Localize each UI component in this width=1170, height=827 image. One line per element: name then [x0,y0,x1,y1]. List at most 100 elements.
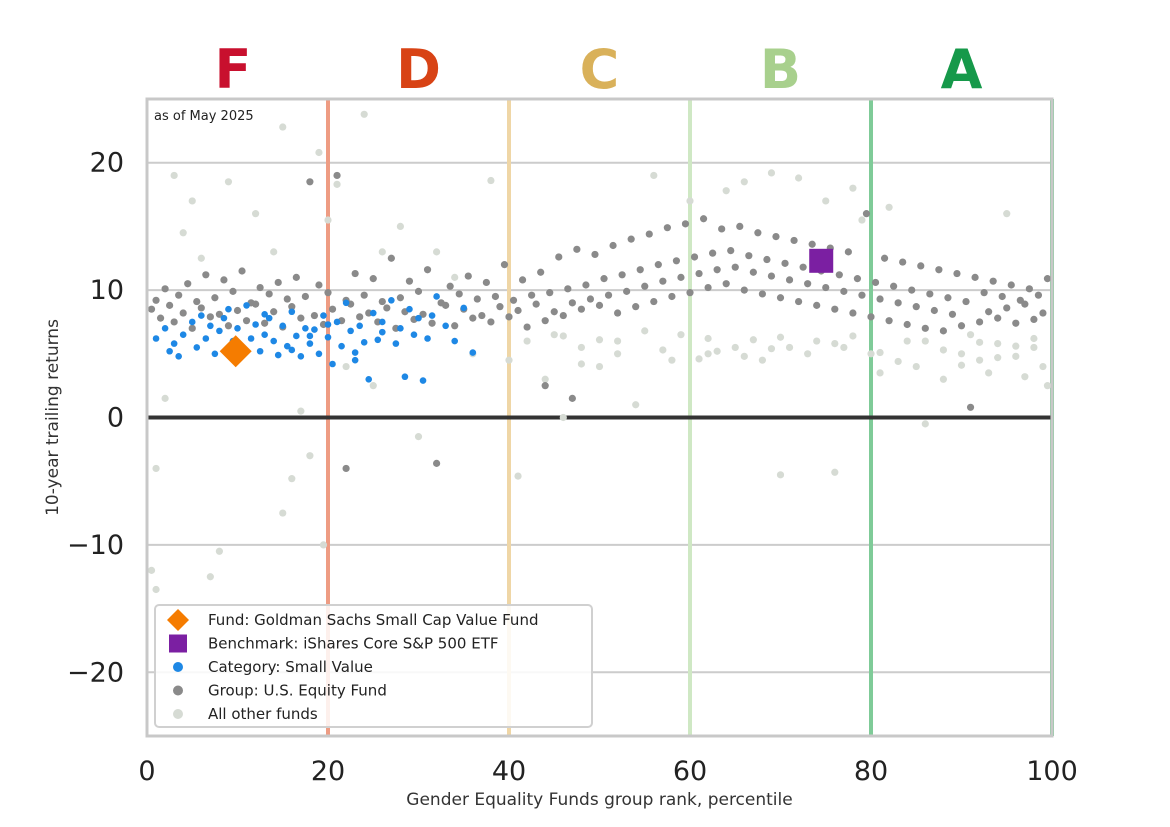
data-point [161,325,169,332]
data-point [197,304,205,312]
data-point [338,342,345,350]
data-point [623,287,631,295]
data-point [917,262,925,270]
data-point [813,301,821,309]
data-point [333,318,341,326]
data-point [1039,362,1047,371]
data-point [985,369,993,377]
data-point [618,271,626,279]
data-point [849,332,857,340]
data-point [785,343,794,352]
data-point [256,283,264,292]
data-point [731,343,739,352]
data-point [912,362,920,371]
data-point [415,314,422,322]
data-point [410,331,418,338]
data-point [320,312,327,319]
data-point [831,340,839,348]
data-point [333,171,341,180]
data-point [460,304,468,312]
data-point [871,278,880,287]
data-point [310,311,319,320]
data-point [844,248,852,256]
data-point [957,361,966,369]
legend-label: All other funds [208,705,318,723]
data-point [971,273,979,281]
data-point [944,294,952,302]
data-point [749,268,757,276]
data-point [234,325,241,332]
data-point [487,318,495,326]
data-point [668,356,676,364]
data-point [428,319,436,327]
data-point [324,216,332,224]
data-point [614,350,622,358]
data-point [324,321,332,328]
series-0 [219,335,252,368]
series-1 [809,248,834,273]
data-point [994,354,1002,362]
legend: Fund: Goldman Sachs Small Cap Value Fund… [154,604,593,728]
data-point [795,297,803,306]
data-point [939,327,948,335]
data-point [188,318,196,326]
data-point [401,373,409,381]
data-point [202,271,210,279]
as-of-note: as of May 2025 [154,109,254,124]
data-point [541,382,549,390]
data-point [867,350,875,358]
data-point [387,254,395,262]
data-point [469,314,477,322]
data-point [758,356,767,364]
data-point [930,306,938,315]
data-point [957,322,966,330]
data-point [215,310,223,318]
data-point [686,289,694,297]
data-point [795,174,803,182]
data-point [451,273,459,281]
data-point [899,258,907,266]
data-point [311,326,318,333]
grade-label-a: A [941,38,983,101]
data-point [541,317,549,325]
data-point [514,472,522,480]
data-point [175,353,182,360]
data-point [885,203,893,211]
legend-circle-icon [173,709,183,719]
data-point [957,350,966,358]
data-point [550,308,558,316]
data-point [419,310,427,318]
data-point [274,278,282,287]
data-point [405,277,414,285]
data-point [170,340,178,347]
data-point [388,296,395,304]
data-point [573,245,581,253]
data-point [198,312,205,319]
data-point [166,347,173,355]
data-point [464,272,472,280]
data-point [813,337,821,345]
data-point [740,352,748,360]
data-point [862,210,871,218]
data-point [225,305,232,313]
data-point [242,317,251,325]
data-point [908,286,916,294]
data-point [423,266,432,274]
data-point [315,350,323,358]
legend-square-icon [169,634,187,653]
data-point [709,249,717,257]
data-point [989,277,997,285]
data-point [396,294,404,302]
grade-label-d: D [396,38,441,101]
data-point [369,382,377,390]
data-point [1021,373,1029,381]
benchmark-marker [809,248,834,273]
data-point [600,275,608,283]
data-point [994,314,1002,322]
data-point [518,276,527,284]
data-point [378,297,386,306]
data-point [998,292,1006,301]
data-point [926,290,934,298]
data-point [211,350,219,358]
data-points [147,110,1052,594]
